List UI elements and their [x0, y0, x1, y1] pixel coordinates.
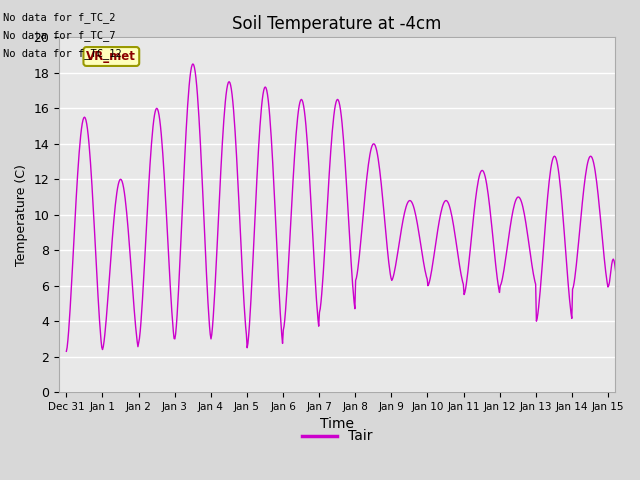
Title: Soil Temperature at -4cm: Soil Temperature at -4cm	[232, 15, 442, 33]
Text: No data for f_TC_12: No data for f_TC_12	[3, 48, 122, 60]
Text: No data for f_TC_2: No data for f_TC_2	[3, 12, 116, 23]
Text: VR_met: VR_met	[86, 50, 136, 63]
X-axis label: Time: Time	[320, 418, 354, 432]
Text: No data for f_TC_7: No data for f_TC_7	[3, 30, 116, 41]
Y-axis label: Temperature (C): Temperature (C)	[15, 164, 28, 265]
Legend: Tair: Tair	[296, 424, 378, 449]
